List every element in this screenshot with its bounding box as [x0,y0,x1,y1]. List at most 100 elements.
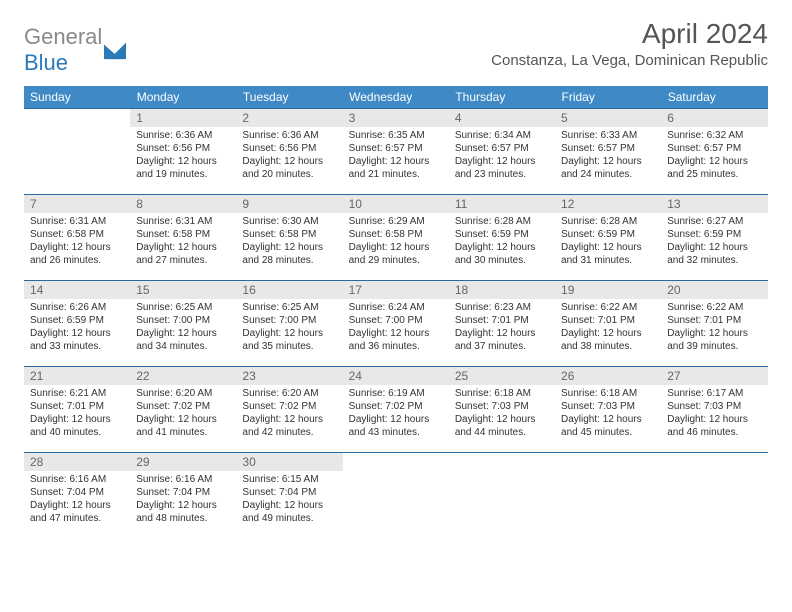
day-number: 24 [343,366,449,385]
sunset-text: Sunset: 7:02 PM [349,400,443,413]
logo-text: General Blue [24,24,102,76]
day-number: 28 [24,452,130,471]
daylight-text: Daylight: 12 hours and 24 minutes. [561,155,655,181]
calendar-cell: 5Sunrise: 6:33 AMSunset: 6:57 PMDaylight… [555,108,661,194]
day-number: 10 [343,194,449,213]
calendar-cell: 14Sunrise: 6:26 AMSunset: 6:59 PMDayligh… [24,280,130,366]
sunrise-text: Sunrise: 6:25 AM [136,301,230,314]
sunrise-text: Sunrise: 6:34 AM [455,129,549,142]
daylight-text: Daylight: 12 hours and 36 minutes. [349,327,443,353]
calendar-cell: . [555,452,661,538]
sunrise-text: Sunrise: 6:18 AM [455,387,549,400]
day-number: 3 [343,108,449,127]
day-body: Sunrise: 6:17 AMSunset: 7:03 PMDaylight:… [661,385,767,443]
sunset-text: Sunset: 6:59 PM [30,314,124,327]
calendar-cell: 24Sunrise: 6:19 AMSunset: 7:02 PMDayligh… [343,366,449,452]
daylight-text: Daylight: 12 hours and 49 minutes. [242,499,336,525]
sunrise-text: Sunrise: 6:27 AM [667,215,761,228]
day-number: 27 [661,366,767,385]
sunset-text: Sunset: 7:03 PM [455,400,549,413]
sunset-text: Sunset: 6:58 PM [349,228,443,241]
calendar-row: 21Sunrise: 6:21 AMSunset: 7:01 PMDayligh… [24,366,768,452]
sunrise-text: Sunrise: 6:25 AM [242,301,336,314]
day-body: Sunrise: 6:33 AMSunset: 6:57 PMDaylight:… [555,127,661,185]
sunrise-text: Sunrise: 6:36 AM [136,129,230,142]
sunrise-text: Sunrise: 6:32 AM [667,129,761,142]
calendar-cell: 3Sunrise: 6:35 AMSunset: 6:57 PMDaylight… [343,108,449,194]
calendar-row: 7Sunrise: 6:31 AMSunset: 6:58 PMDaylight… [24,194,768,280]
sunset-text: Sunset: 6:57 PM [349,142,443,155]
sunset-text: Sunset: 7:03 PM [561,400,655,413]
sunrise-text: Sunrise: 6:20 AM [242,387,336,400]
sunrise-text: Sunrise: 6:23 AM [455,301,549,314]
day-number: 7 [24,194,130,213]
calendar-row: .1Sunrise: 6:36 AMSunset: 6:56 PMDayligh… [24,108,768,194]
day-body: Sunrise: 6:20 AMSunset: 7:02 PMDaylight:… [130,385,236,443]
sunset-text: Sunset: 6:58 PM [136,228,230,241]
calendar-cell: 21Sunrise: 6:21 AMSunset: 7:01 PMDayligh… [24,366,130,452]
day-body: Sunrise: 6:22 AMSunset: 7:01 PMDaylight:… [555,299,661,357]
sunset-text: Sunset: 6:59 PM [561,228,655,241]
day-number: 13 [661,194,767,213]
calendar-cell: 11Sunrise: 6:28 AMSunset: 6:59 PMDayligh… [449,194,555,280]
logo-word2: Blue [24,50,68,75]
logo: General Blue [24,18,126,76]
sunset-text: Sunset: 6:57 PM [561,142,655,155]
day-number: 12 [555,194,661,213]
sunset-text: Sunset: 7:01 PM [455,314,549,327]
sunrise-text: Sunrise: 6:33 AM [561,129,655,142]
sunrise-text: Sunrise: 6:30 AM [242,215,336,228]
sunrise-text: Sunrise: 6:24 AM [349,301,443,314]
daylight-text: Daylight: 12 hours and 44 minutes. [455,413,549,439]
daylight-text: Daylight: 12 hours and 20 minutes. [242,155,336,181]
sunrise-text: Sunrise: 6:15 AM [242,473,336,486]
sunset-text: Sunset: 6:58 PM [30,228,124,241]
day-body: Sunrise: 6:29 AMSunset: 6:58 PMDaylight:… [343,213,449,271]
day-number: 5 [555,108,661,127]
day-body: Sunrise: 6:18 AMSunset: 7:03 PMDaylight:… [449,385,555,443]
day-body: Sunrise: 6:28 AMSunset: 6:59 PMDaylight:… [449,213,555,271]
sunset-text: Sunset: 7:00 PM [242,314,336,327]
sunrise-text: Sunrise: 6:29 AM [349,215,443,228]
sunrise-text: Sunrise: 6:36 AM [242,129,336,142]
daylight-text: Daylight: 12 hours and 26 minutes. [30,241,124,267]
calendar-cell: 29Sunrise: 6:16 AMSunset: 7:04 PMDayligh… [130,452,236,538]
day-number: 21 [24,366,130,385]
day-body: Sunrise: 6:26 AMSunset: 6:59 PMDaylight:… [24,299,130,357]
day-body: Sunrise: 6:20 AMSunset: 7:02 PMDaylight:… [236,385,342,443]
day-body: Sunrise: 6:28 AMSunset: 6:59 PMDaylight:… [555,213,661,271]
daylight-text: Daylight: 12 hours and 42 minutes. [242,413,336,439]
calendar-row: 28Sunrise: 6:16 AMSunset: 7:04 PMDayligh… [24,452,768,538]
calendar-cell: . [24,108,130,194]
calendar-cell: 15Sunrise: 6:25 AMSunset: 7:00 PMDayligh… [130,280,236,366]
day-header: Saturday [661,86,767,108]
daylight-text: Daylight: 12 hours and 43 minutes. [349,413,443,439]
sunset-text: Sunset: 6:58 PM [242,228,336,241]
sunrise-text: Sunrise: 6:28 AM [561,215,655,228]
daylight-text: Daylight: 12 hours and 34 minutes. [136,327,230,353]
day-body: Sunrise: 6:32 AMSunset: 6:57 PMDaylight:… [661,127,767,185]
title-block: April 2024 Constanza, La Vega, Dominican… [491,18,768,69]
day-body: Sunrise: 6:15 AMSunset: 7:04 PMDaylight:… [236,471,342,529]
daylight-text: Daylight: 12 hours and 45 minutes. [561,413,655,439]
day-body: Sunrise: 6:31 AMSunset: 6:58 PMDaylight:… [130,213,236,271]
calendar-cell: 8Sunrise: 6:31 AMSunset: 6:58 PMDaylight… [130,194,236,280]
day-header: Sunday [24,86,130,108]
page-title: April 2024 [491,18,768,50]
day-number: 25 [449,366,555,385]
calendar-cell: 1Sunrise: 6:36 AMSunset: 6:56 PMDaylight… [130,108,236,194]
day-number: 6 [661,108,767,127]
sunrise-text: Sunrise: 6:22 AM [561,301,655,314]
day-number: 22 [130,366,236,385]
calendar-cell: 10Sunrise: 6:29 AMSunset: 6:58 PMDayligh… [343,194,449,280]
day-header: Wednesday [343,86,449,108]
logo-triangle-icon [104,40,126,60]
day-body: Sunrise: 6:18 AMSunset: 7:03 PMDaylight:… [555,385,661,443]
day-body: Sunrise: 6:30 AMSunset: 6:58 PMDaylight:… [236,213,342,271]
calendar-cell: 18Sunrise: 6:23 AMSunset: 7:01 PMDayligh… [449,280,555,366]
daylight-text: Daylight: 12 hours and 37 minutes. [455,327,549,353]
daylight-text: Daylight: 12 hours and 40 minutes. [30,413,124,439]
calendar-cell: 23Sunrise: 6:20 AMSunset: 7:02 PMDayligh… [236,366,342,452]
day-body: Sunrise: 6:25 AMSunset: 7:00 PMDaylight:… [130,299,236,357]
sunset-text: Sunset: 7:00 PM [136,314,230,327]
